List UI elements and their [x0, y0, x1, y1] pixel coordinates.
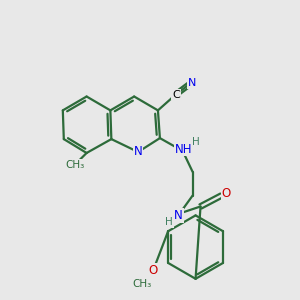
- Text: N: N: [188, 78, 196, 88]
- Text: H: H: [165, 217, 173, 227]
- Text: N: N: [174, 209, 183, 222]
- Text: NH: NH: [175, 142, 192, 155]
- Text: N: N: [134, 146, 142, 158]
- Text: H: H: [192, 137, 200, 147]
- Text: CH₃: CH₃: [65, 160, 84, 170]
- Text: O: O: [148, 264, 158, 278]
- Text: O: O: [222, 187, 231, 200]
- Text: C: C: [172, 89, 180, 100]
- Text: CH₃: CH₃: [132, 279, 152, 289]
